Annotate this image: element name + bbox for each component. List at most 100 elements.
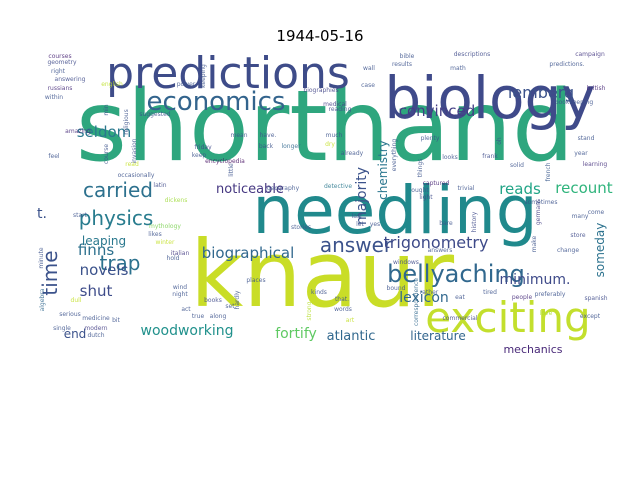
cloud-word: chemistry [376,140,390,200]
cloud-word: learning [583,161,608,168]
cloud-word: books [204,297,222,304]
cloud-word: act [181,306,191,313]
cloud-word: woodworking [141,323,234,339]
cloud-word: store [570,232,585,239]
cloud-word: encyclopedia [205,158,245,165]
cloud-word: germans [535,199,542,225]
cloud-word: predictions [106,48,350,99]
cloud-word: mythology [149,223,181,230]
cloud-word: campaign [575,51,605,58]
cloud-word: likes [148,231,161,238]
cloud-word: kinds [311,289,327,296]
cloud-word: time [38,250,62,295]
cloud-word: majority [354,167,370,225]
cloud-word: within [45,94,63,101]
cloud-word: have. [260,132,277,139]
cloud-word: commercial [443,315,478,322]
cloud-word: exciting [425,293,590,342]
cloud-word: history [471,211,478,232]
cloud-word: people [512,294,533,301]
cloud-word: leaping [82,234,126,248]
cloud-word: geography [267,185,300,192]
cloud-word: places [246,277,265,284]
cloud-word: preferably [535,291,566,298]
cloud-word: correspondence [413,278,420,326]
cloud-word: amazing [65,128,91,135]
cloud-word: suggested [139,111,170,118]
cloud-word: bookkeeping [555,99,594,106]
cloud-word: answer [320,233,393,257]
cloud-word: read [125,161,139,168]
cloud-word: predictions. [549,61,584,68]
cloud-word: reads [499,180,541,198]
cloud-word: change [557,247,579,254]
cloud-word: religious [123,109,130,134]
cloud-word: end [64,327,87,341]
cloud-word: spanish [584,295,607,302]
cloud-word: many [572,213,589,220]
cloud-word: bit [112,317,120,324]
cloud-word: hold [167,255,180,262]
cloud-word: right [51,68,66,75]
cloud-word: bare [439,220,453,227]
cloud-word: make [531,235,538,252]
cloud-word: russians [48,85,73,92]
cloud-word: light [419,194,433,201]
cloud-word: things [417,159,424,178]
cloud-word: course [103,144,110,164]
cloud-word: words [334,306,352,313]
cloud-word: minute [38,247,45,268]
cloud-word: bible [400,53,415,60]
cloud-word: power [177,81,196,88]
cloud-word: courses [48,53,71,60]
cloud-word: tired [483,289,497,296]
cloud-background [40,50,616,342]
cloud-word: knaur [190,221,454,328]
cloud-word: frank [482,153,498,160]
cloud-word: shut [80,282,113,300]
cloud-word: everything [391,139,398,172]
cloud-word: trigonometry [384,233,489,252]
cloud-word: english [101,81,123,88]
cloud-word: night [172,291,188,298]
cloud-word: much [326,132,343,139]
cloud-word: results [392,61,412,68]
cloud-word: case [361,82,375,89]
cloud-word: math [450,65,466,72]
cloud-word: longer [281,143,301,150]
cloud-word: single [53,325,71,332]
cloud-word: stand [578,135,595,142]
cloud-word: captured [423,180,450,187]
cloud-word: year [574,150,588,157]
cloud-word: mean [230,132,247,139]
cloud-word: wall [363,65,375,72]
cloud-word: sometimes [524,199,557,206]
cloud-word: except [580,313,601,320]
cloud-word: last [352,213,363,220]
cloud-word: answers [428,247,453,254]
cloud-word: latin [153,182,166,189]
cloud-word: come [588,209,605,216]
cloud-word: economics [147,87,286,117]
cloud-word: occasionally [118,172,155,179]
cloud-word: feel [48,153,59,160]
cloud-word: ought [411,187,429,194]
cloud-word: along [210,313,227,320]
cloud-word: novels [80,261,129,279]
cloud-word: bound [387,285,406,292]
cloud-word: winter [156,239,175,246]
cloud-word: minimum. [500,272,571,288]
cloud-word: friday [194,144,212,151]
cloud-word: serious [59,311,81,318]
cloud-word: hardly [234,290,241,309]
cloud-word: seldom [77,123,132,141]
cloud-word: modern [84,325,107,332]
cloud-word: lemberg [508,83,574,102]
cloud-word: yes [370,221,380,228]
cloud-word: lexicon [399,290,449,306]
cloud-word: eat [455,294,465,301]
cloud-word: trivial [457,185,474,192]
cloud-word: t. [37,206,47,222]
cloud-word: keep [192,152,207,159]
